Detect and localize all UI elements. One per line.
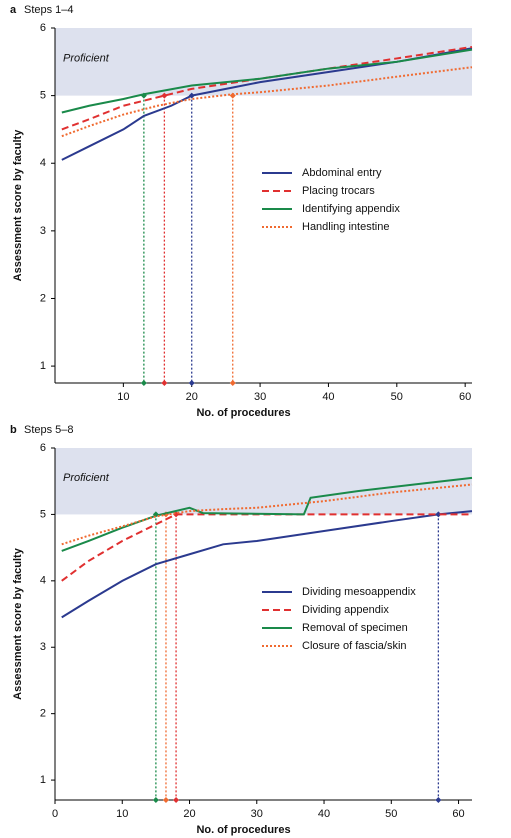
x-tick-label: 50 xyxy=(391,391,403,403)
y-tick-label: 2 xyxy=(40,708,46,720)
panel: a Steps 1–4 Proficient 1 2 3 4 5 6 10 20 30 40 50 60 No… xyxy=(10,4,473,419)
legend-label: Dividing mesoappendix xyxy=(302,586,416,598)
y-tick-label: 6 xyxy=(40,442,46,454)
crossing-foot xyxy=(173,797,180,803)
crossing-marker xyxy=(152,511,159,518)
crossing-foot xyxy=(152,797,159,803)
x-tick-label: 30 xyxy=(254,391,266,403)
y-tick-label: 1 xyxy=(40,774,46,786)
x-axis-label: No. of procedures xyxy=(196,407,290,419)
series-line xyxy=(61,66,473,138)
crossing-marker xyxy=(161,92,168,99)
legend-label: Abdominal entry xyxy=(302,167,382,179)
panel-label: b xyxy=(10,424,17,436)
series-line xyxy=(61,47,473,161)
panel-label: a xyxy=(10,4,17,16)
y-tick-label: 3 xyxy=(40,225,46,237)
y-tick-label: 5 xyxy=(40,90,46,102)
y-axis-label: Assessment score by faculty xyxy=(12,129,24,282)
y-tick-label: 4 xyxy=(40,575,46,587)
legend-label: Handling intestine xyxy=(302,221,389,233)
y-tick-label: 6 xyxy=(40,22,46,34)
proficient-band xyxy=(55,28,472,96)
series-line xyxy=(61,45,473,131)
y-tick-label: 3 xyxy=(40,641,46,653)
x-axis-label: No. of procedures xyxy=(196,824,290,836)
x-tick-label: 60 xyxy=(459,391,471,403)
crossing-foot xyxy=(188,380,195,386)
series-line xyxy=(61,510,473,619)
legend-label: Dividing appendix xyxy=(302,604,389,616)
legend-label: Placing trocars xyxy=(302,185,375,197)
band-label: Proficient xyxy=(63,52,110,64)
series-line xyxy=(61,476,473,552)
series-line xyxy=(61,483,473,546)
crossing-foot xyxy=(162,797,169,803)
x-tick-label: 20 xyxy=(186,391,198,403)
series-line xyxy=(61,48,473,114)
crossing-foot xyxy=(161,380,168,386)
x-tick-label: 10 xyxy=(117,391,129,403)
legend-label: Removal of specimen xyxy=(302,622,408,634)
band-label: Proficient xyxy=(63,472,110,484)
x-tick-label: 30 xyxy=(251,808,263,820)
x-tick-label: 20 xyxy=(183,808,195,820)
y-tick-label: 2 xyxy=(40,292,46,304)
panel-title: Steps 1–4 xyxy=(24,4,74,16)
crossing-foot xyxy=(435,797,442,803)
y-tick-label: 1 xyxy=(40,360,46,372)
panel-title: Steps 5–8 xyxy=(24,424,74,436)
x-tick-label: 60 xyxy=(452,808,464,820)
proficient-band xyxy=(55,448,472,515)
crossing-foot xyxy=(140,380,147,386)
y-tick-label: 5 xyxy=(40,508,46,520)
x-tick-label: 0 xyxy=(52,808,58,820)
x-tick-label: 40 xyxy=(322,391,334,403)
y-tick-label: 4 xyxy=(40,157,46,169)
series-line xyxy=(61,513,472,582)
crossing-foot xyxy=(229,380,236,386)
x-tick-label: 50 xyxy=(385,808,397,820)
legend-label: Closure of fascia/skin xyxy=(302,640,407,652)
crossing-marker xyxy=(229,92,236,99)
legend-label: Identifying appendix xyxy=(302,203,400,215)
x-tick-label: 10 xyxy=(116,808,128,820)
x-tick-label: 40 xyxy=(318,808,330,820)
y-axis-label: Assessment score by faculty xyxy=(12,547,24,700)
